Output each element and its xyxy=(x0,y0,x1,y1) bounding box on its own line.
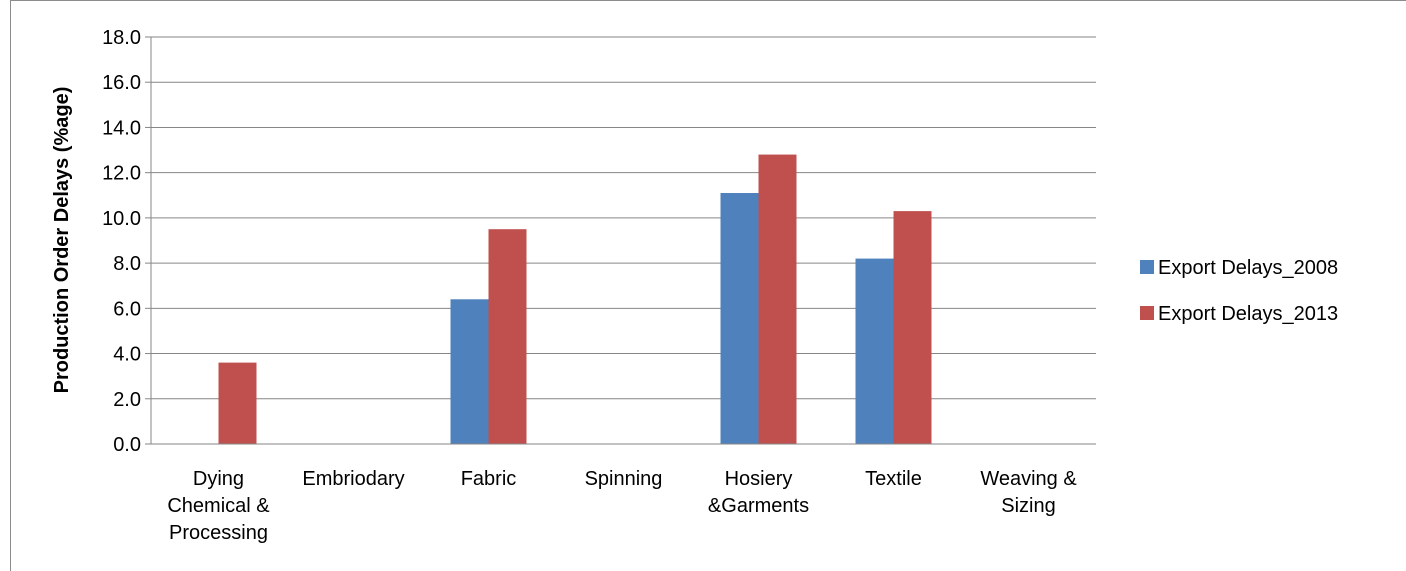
y-tick-label: 0.0 xyxy=(113,434,141,456)
axes xyxy=(150,37,1096,445)
y-tick-label: 10.0 xyxy=(102,208,141,230)
legend: Export Delays_2008 Export Delays_2013 xyxy=(1140,257,1338,325)
x-tick-label-line: &Garments xyxy=(708,495,809,517)
bar xyxy=(720,193,759,444)
bar xyxy=(450,299,489,444)
y-tick-label: 12.0 xyxy=(102,163,141,185)
legend-label: Export Delays_2013 xyxy=(1158,303,1338,325)
bar xyxy=(758,154,797,445)
legend-swatch xyxy=(1140,260,1154,274)
x-tick-labels: Dying Chemical & Processing Embriodary Fabri… xyxy=(167,468,1077,544)
bar xyxy=(218,362,257,444)
y-tick-label: 6.0 xyxy=(113,298,141,320)
x-tick-label: Fabric xyxy=(461,468,517,490)
x-tick-label-line: Spinning xyxy=(585,468,663,490)
y-tick-label: 18.0 xyxy=(102,27,141,49)
x-tick-label-line: Embriodary xyxy=(302,468,404,490)
y-tick-label: 14.0 xyxy=(102,117,141,139)
x-tick-label-line: Dying xyxy=(193,468,244,490)
gridlines xyxy=(145,36,1096,445)
x-tick-label-line: Processing xyxy=(169,522,268,544)
x-tick-label-line: Weaving & xyxy=(980,468,1077,490)
y-tick-label: 8.0 xyxy=(113,253,141,275)
bar xyxy=(488,229,527,444)
x-tick-label-line: Sizing xyxy=(1001,495,1055,517)
y-tick-labels: 0.0 2.0 4.0 6.0 8.0 10.0 12.0 14.0 16.0 18.0 xyxy=(102,27,141,456)
legend-label: Export Delays_2008 xyxy=(1158,257,1338,279)
bar xyxy=(893,211,932,444)
bars xyxy=(218,154,932,445)
x-tick-label-line: Hosiery xyxy=(725,468,793,490)
y-tick-label: 4.0 xyxy=(113,344,141,366)
chart-frame xyxy=(10,0,1406,571)
x-tick-label: Textile xyxy=(865,468,922,490)
x-tick-label-line: Chemical & xyxy=(167,495,270,517)
y-tick-label: 16.0 xyxy=(102,72,141,94)
x-tick-label: Embriodary xyxy=(302,468,404,490)
x-tick-label: Hosiery &Garments xyxy=(708,468,809,517)
y-tick-label: 2.0 xyxy=(113,389,141,411)
x-tick-label: Spinning xyxy=(585,468,663,490)
bar xyxy=(855,258,894,444)
legend-swatch xyxy=(1140,306,1154,320)
x-tick-label: Weaving & Sizing xyxy=(980,468,1077,517)
y-axis-title: Production Order Delays (%age) xyxy=(51,87,73,394)
x-tick-label-line: Textile xyxy=(865,468,922,490)
x-tick-label: Dying Chemical & Processing xyxy=(167,468,270,544)
x-tick-label-line: Fabric xyxy=(461,468,517,490)
